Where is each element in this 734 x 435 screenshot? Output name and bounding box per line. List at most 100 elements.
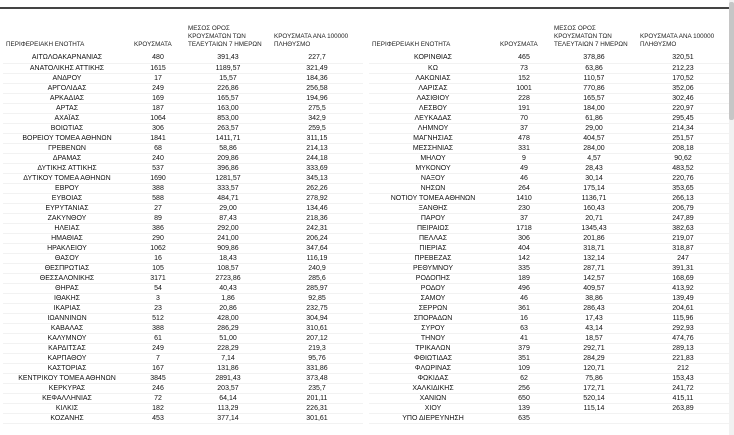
table-row: ΗΛΕΙΑΣ 386 292,00 242,31 [3, 223, 363, 234]
avg-7d-cell: 396,86 [185, 163, 271, 174]
avg-7d-cell: 377,14 [185, 413, 271, 424]
cases-cell: 230 [497, 203, 551, 214]
avg-7d-cell: 292,00 [185, 223, 271, 234]
table-row: ΙΚΑΡΙΑΣ 23 20,86 232,75 [3, 303, 363, 314]
region-name-cell: ΕΒΡΟΥ [3, 183, 131, 194]
table-row: ΛΕΥΚΑΔΑΣ 70 61,86 295,45 [369, 113, 729, 124]
table-row: ΚΙΛΚΙΣ 182 113,29 226,31 [3, 403, 363, 414]
per-100k-cell: 206,79 [637, 203, 729, 214]
region-name-cell: ΡΟΔΟΠΗΣ [369, 273, 497, 284]
col-header-region: ΠΕΡΙΦΕΡΕΙΑΚΗ ΕΝΟΤΗΤΑ [6, 41, 85, 48]
per-100k-cell: 247,89 [637, 213, 729, 224]
cases-cell: 3171 [131, 273, 185, 284]
avg-7d-cell: 318,71 [551, 243, 637, 254]
table-row: ΕΒΡΟΥ 388 333,57 262,26 [3, 183, 363, 194]
avg-7d-cell: 203,57 [185, 383, 271, 394]
cases-cell: 49 [497, 163, 551, 174]
cases-cell: 386 [131, 223, 185, 234]
avg-7d-cell: 132,14 [551, 253, 637, 264]
avg-7d-cell: 909,86 [185, 243, 271, 254]
table-row: ΚΟΖΑΝΗΣ 453 377,14 301,61 [3, 413, 363, 424]
avg-7d-cell: 61,86 [551, 113, 637, 124]
region-name-cell: ΘΗΡΑΣ [3, 283, 131, 294]
cases-cell: 167 [131, 363, 185, 374]
cases-cell: 37 [497, 213, 551, 224]
cases-cell: 1718 [497, 223, 551, 234]
per-100k-cell: 116,19 [271, 253, 363, 264]
avg-7d-cell: 333,57 [185, 183, 271, 194]
table-row: ΚΑΛΥΜΝΟΥ 61 51,00 207,12 [3, 333, 363, 344]
avg-7d-cell: 1345,43 [551, 223, 637, 234]
per-100k-cell: 275,5 [271, 103, 363, 114]
per-100k-cell [637, 413, 729, 424]
avg-7d-cell: 18,57 [551, 333, 637, 344]
cases-cell: 256 [497, 383, 551, 394]
cases-cell: 1001 [497, 83, 551, 94]
region-name-cell: ΒΟΙΩΤΙΑΣ [3, 123, 131, 134]
avg-7d-cell: 226,86 [185, 83, 271, 94]
cases-cell: 9 [497, 153, 551, 164]
cases-cell: 16 [131, 253, 185, 264]
cases-cell: 306 [497, 233, 551, 244]
cases-cell: 331 [497, 143, 551, 154]
region-name-cell: ΑΧΑΪΑΣ [3, 113, 131, 124]
avg-7d-cell: 28,43 [551, 163, 637, 174]
region-name-cell: ΑΙΤΩΛΟΑΚΑΡΝΑΝΙΑΣ [3, 53, 131, 64]
cases-cell: 379 [497, 343, 551, 354]
avg-7d-cell: 43,14 [551, 323, 637, 334]
cases-cell: 139 [497, 403, 551, 414]
region-name-cell: ΗΛΕΙΑΣ [3, 223, 131, 234]
header-row: ΠΕΡΙΦΕΡΕΙΑΚΗ ΕΝΟΤΗΤΑ ΚΡΟΥΣΜΑΤΑ ΜΕΣΟΣ ΟΡΟ… [369, 9, 729, 53]
vertical-scrollbar[interactable] [729, 0, 734, 435]
table-row: ΕΥΒΟΙΑΣ 588 484,71 278,92 [3, 193, 363, 204]
region-name-cell: ΙΘΑΚΗΣ [3, 293, 131, 304]
cases-cell: 1690 [131, 173, 185, 184]
table-row: ΔΥΤΙΚΟΥ ΤΟΜΕΑ ΑΘΗΝΩΝ 1690 1281,57 345,13 [3, 173, 363, 184]
scrollbar-thumb[interactable] [729, 2, 734, 120]
col-header-avg-7d: ΜΕΣΟΣ ΟΡΟΣ ΚΡΟΥΣΜΑΤΩΝ ΤΩΝ ΤΕΛΕΥΤΑΙΩΝ 7 Η… [554, 25, 628, 48]
col-header-avg-7d: ΜΕΣΟΣ ΟΡΟΣ ΚΡΟΥΣΜΑΤΩΝ ΤΩΝ ΤΕΛΕΥΤΑΙΩΝ 7 Η… [188, 25, 262, 48]
avg-7d-cell: 391,43 [185, 53, 271, 64]
cases-cell: 187 [131, 103, 185, 114]
per-100k-cell: 391,31 [637, 263, 729, 274]
region-name-cell: ΚΕΡΚΥΡΑΣ [3, 383, 131, 394]
table-row: ΖΑΚΥΝΘΟΥ 89 87,43 218,36 [3, 213, 363, 224]
per-100k-cell: 134,46 [271, 203, 363, 214]
table-row: ΡΟΔΟΠΗΣ 189 142,57 168,69 [369, 273, 729, 284]
table-row: ΧΙΟΥ 139 115,14 263,89 [369, 403, 729, 414]
per-100k-cell: 263,89 [637, 403, 729, 414]
per-100k-cell: 285,6 [271, 273, 363, 284]
cases-cell: 182 [131, 403, 185, 414]
table-row: ΗΡΑΚΛΕΙΟΥ 1062 909,86 347,64 [3, 243, 363, 254]
region-name-cell: ΜΑΓΝΗΣΙΑΣ [369, 133, 497, 144]
per-100k-cell: 415,11 [637, 393, 729, 404]
table-row: ΛΑΡΙΣΑΣ 1001 770,86 352,06 [369, 83, 729, 94]
table-row: ΑΙΤΩΛΟΑΚΑΡΝΑΝΙΑΣ 480 391,43 227,7 [3, 53, 363, 64]
table-row: ΝΗΣΩΝ 264 175,14 353,65 [369, 183, 729, 194]
avg-7d-cell: 120,71 [551, 363, 637, 374]
avg-7d-cell: 51,00 [185, 333, 271, 344]
region-name-cell: ΠΡΕΒΕΖΑΣ [369, 253, 497, 264]
avg-7d-cell: 292,71 [551, 343, 637, 354]
cases-cell: 3845 [131, 373, 185, 384]
table-row: ΚΕΦΑΛΛΗΝΙΑΣ 72 64,14 201,11 [3, 393, 363, 404]
table-row: ΞΑΝΘΗΣ 230 160,43 206,79 [369, 203, 729, 214]
region-name-cell: ΛΕΥΚΑΔΑΣ [369, 113, 497, 124]
table-row: ΚΑΒΑΛΑΣ 388 286,29 310,61 [3, 323, 363, 334]
region-name-cell: ΝΑΞΟΥ [369, 173, 497, 184]
table-body-right: ΚΟΡΙΝΘΙΑΣ 465 378,86 320,51 ΚΩ 73 63,86 212,23 Λ… [369, 53, 729, 424]
per-100k-cell: 289,13 [637, 343, 729, 354]
avg-7d-cell: 201,86 [551, 233, 637, 244]
table-row: ΙΩΑΝΝΙΝΩΝ 512 428,00 304,94 [3, 313, 363, 324]
avg-7d-cell: 108,57 [185, 263, 271, 274]
cases-cell: 496 [497, 283, 551, 294]
per-100k-cell: 302,46 [637, 93, 729, 104]
per-100k-cell: 240,9 [271, 263, 363, 274]
per-100k-cell: 352,06 [637, 83, 729, 94]
cases-cell: 191 [497, 103, 551, 114]
cases-cell: 480 [131, 53, 185, 64]
per-100k-cell: 373,48 [271, 373, 363, 384]
cases-cell: 388 [131, 323, 185, 334]
table-row: ΗΜΑΘΙΑΣ 290 241,00 206,24 [3, 233, 363, 244]
